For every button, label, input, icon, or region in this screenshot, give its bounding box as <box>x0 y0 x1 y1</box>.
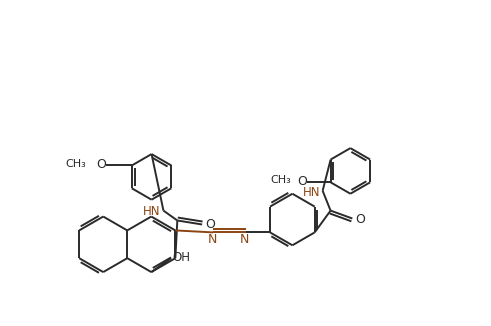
Text: CH₃: CH₃ <box>65 159 86 170</box>
Text: N: N <box>207 233 217 246</box>
Text: CH₃: CH₃ <box>270 175 291 185</box>
Text: O: O <box>96 158 106 171</box>
Text: O: O <box>205 218 215 231</box>
Text: OH: OH <box>172 251 190 264</box>
Text: HN: HN <box>143 205 161 218</box>
Text: N: N <box>240 233 249 246</box>
Text: O: O <box>355 213 365 226</box>
Text: HN: HN <box>303 186 321 199</box>
Text: O: O <box>297 175 307 188</box>
